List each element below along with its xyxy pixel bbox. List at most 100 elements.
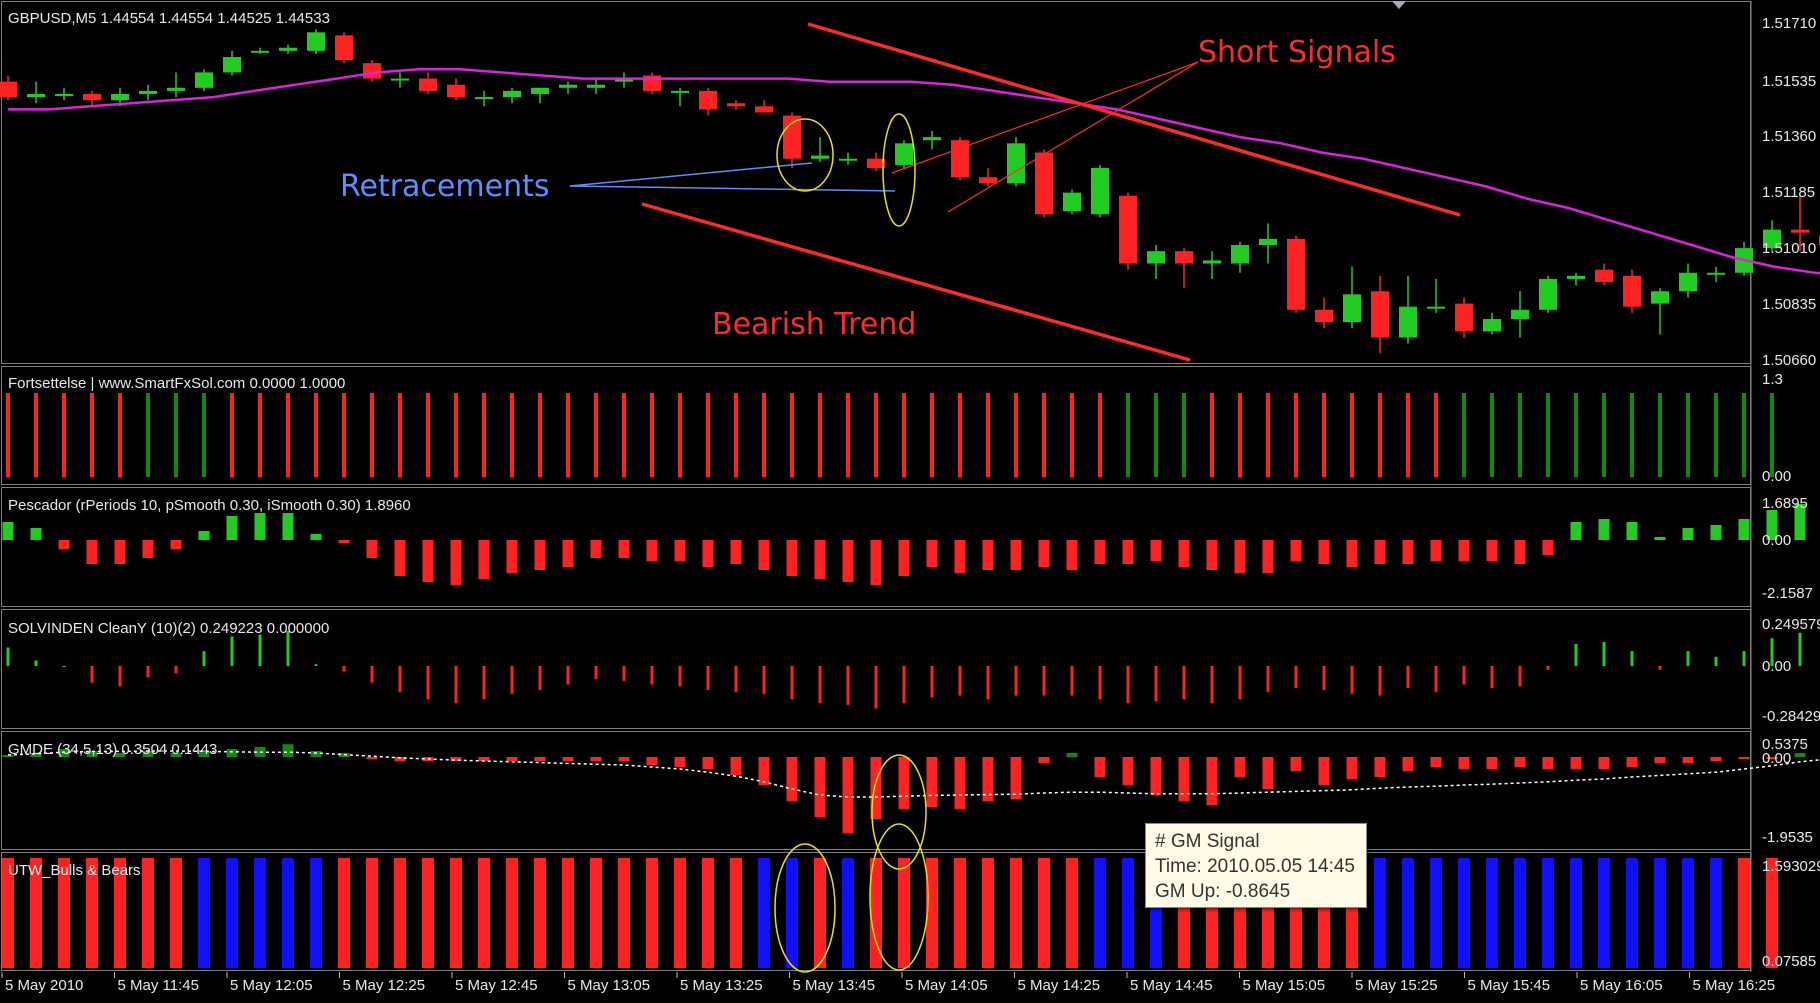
pescador-bar bbox=[450, 540, 462, 585]
gmde-bar bbox=[926, 757, 938, 807]
gmde-bar bbox=[702, 757, 714, 769]
x-axis: 5 May 2010 5 May 11:45 5 May 12:05 5 May 12… bbox=[1, 972, 1775, 994]
price-panel-label: GBPUSD,M5 1.44554 1.44554 1.44525 1.4453… bbox=[8, 10, 330, 27]
solvinden-bar bbox=[930, 666, 934, 698]
utw-label: UTW_Bulls & Bears bbox=[8, 862, 141, 879]
solvinden-bar bbox=[1406, 666, 1410, 689]
upper-trendline bbox=[807, 22, 1461, 217]
panel-labels: GBPUSD,M5 1.44554 1.44554 1.44525 1.4453… bbox=[8, 10, 411, 879]
utw-bar bbox=[2, 858, 14, 968]
x-tick-label: 5 May 12:05 bbox=[230, 977, 313, 994]
pescador-bar bbox=[226, 516, 238, 540]
candle bbox=[1203, 260, 1221, 264]
solvinden-bar bbox=[986, 666, 990, 700]
x-tick-label: 5 May 12:25 bbox=[343, 977, 426, 994]
pescador-bar bbox=[1066, 540, 1078, 570]
pescador-label: Pescador (rPeriods 10, pSmooth 0.30, iSm… bbox=[8, 497, 411, 514]
gmde-bar bbox=[226, 749, 238, 757]
gmde-bar bbox=[170, 753, 182, 757]
candle bbox=[587, 84, 605, 88]
y-tick: 1.593029 bbox=[1762, 858, 1820, 875]
pescador-bar bbox=[674, 540, 686, 561]
pescador-bar bbox=[114, 540, 126, 564]
solvinden-bar bbox=[790, 666, 794, 700]
gmde-bar bbox=[1738, 757, 1750, 759]
solvinden-bar bbox=[958, 666, 962, 696]
candle bbox=[27, 93, 45, 98]
pescador-bar bbox=[2, 522, 14, 540]
annotation-bearish-trend: Bearish Trend bbox=[712, 307, 916, 342]
pescador-bar bbox=[30, 528, 42, 540]
utw-bar bbox=[226, 858, 238, 968]
pescador-bar bbox=[1122, 540, 1134, 564]
gmde-bar bbox=[562, 757, 574, 761]
fortsettelse-bar bbox=[118, 393, 122, 477]
utw-ellipse-1 bbox=[774, 843, 836, 973]
candle bbox=[503, 90, 521, 98]
pescador-bars bbox=[2, 504, 1806, 585]
gmde-bar bbox=[114, 753, 126, 757]
candle bbox=[923, 137, 941, 141]
solvinden-bar bbox=[1798, 632, 1802, 666]
utw-bar bbox=[926, 858, 938, 968]
y-tick: 1.51710 bbox=[1762, 15, 1816, 32]
utw-bar bbox=[646, 858, 658, 968]
gmde-bar bbox=[870, 757, 882, 819]
solvinden-bar bbox=[370, 666, 374, 683]
gmde-bar bbox=[1010, 757, 1022, 799]
solvinden-bar bbox=[1462, 666, 1466, 685]
pescador-bar bbox=[982, 540, 994, 570]
solvinden-bar bbox=[1630, 651, 1634, 666]
y-tick: 0.00 bbox=[1762, 532, 1791, 549]
solvinden-label: SOLVINDEN CleanY (10)(2) 0.249223 0.0000… bbox=[8, 620, 329, 637]
fortsettelse-bar bbox=[426, 393, 430, 477]
pescador-bar bbox=[1178, 540, 1190, 567]
chart-shift-marker[interactable] bbox=[1392, 1, 1406, 9]
solvinden-bar bbox=[90, 666, 94, 683]
gmde-bar bbox=[1206, 757, 1218, 805]
candle bbox=[671, 90, 689, 93]
solvinden-bar bbox=[230, 636, 234, 666]
gmde-bar bbox=[842, 757, 854, 833]
solvinden-bar bbox=[1210, 666, 1214, 703]
solvinden-bar bbox=[1770, 638, 1774, 666]
gmde-bar bbox=[758, 757, 770, 785]
x-tick-label: 5 May 12:45 bbox=[455, 977, 538, 994]
solvinden-bar bbox=[706, 666, 710, 691]
solvinden-bar bbox=[1574, 643, 1578, 666]
solvinden-bar bbox=[62, 666, 66, 667]
utw-bar bbox=[534, 858, 546, 968]
gmde-ellipse bbox=[871, 754, 927, 870]
fortsettelse-bar bbox=[650, 393, 654, 477]
gmde-bar bbox=[1626, 757, 1638, 767]
pescador-bar bbox=[1654, 537, 1666, 540]
pescador-bar bbox=[702, 540, 714, 567]
pescador-bar bbox=[618, 540, 630, 558]
candle bbox=[755, 106, 773, 113]
solvinden-bar bbox=[566, 666, 570, 685]
gmde-bar bbox=[730, 757, 742, 775]
candle bbox=[1427, 306, 1445, 309]
utw-bar bbox=[982, 858, 994, 968]
pescador-bar bbox=[1094, 540, 1106, 564]
annotation-retracements: Retracements bbox=[340, 169, 549, 204]
solvinden-bar bbox=[1350, 666, 1354, 694]
candle bbox=[447, 84, 465, 98]
candle bbox=[83, 93, 101, 101]
fortsettelse-bar bbox=[902, 393, 906, 477]
gmde-bar bbox=[1066, 753, 1078, 757]
candle bbox=[111, 93, 129, 101]
solvinden-bar bbox=[846, 666, 850, 705]
fortsettelse-bar bbox=[1042, 393, 1046, 477]
candle bbox=[727, 103, 745, 107]
x-tick-label: 5 May 16:05 bbox=[1580, 977, 1663, 994]
utw-bar bbox=[114, 858, 126, 968]
solvinden-bar bbox=[314, 664, 318, 666]
gmde-bar bbox=[1262, 757, 1274, 789]
utw-bar bbox=[310, 858, 322, 968]
solvinden-bar bbox=[342, 666, 346, 672]
candle bbox=[419, 78, 437, 91]
candle bbox=[1315, 309, 1333, 323]
candle bbox=[895, 143, 913, 165]
